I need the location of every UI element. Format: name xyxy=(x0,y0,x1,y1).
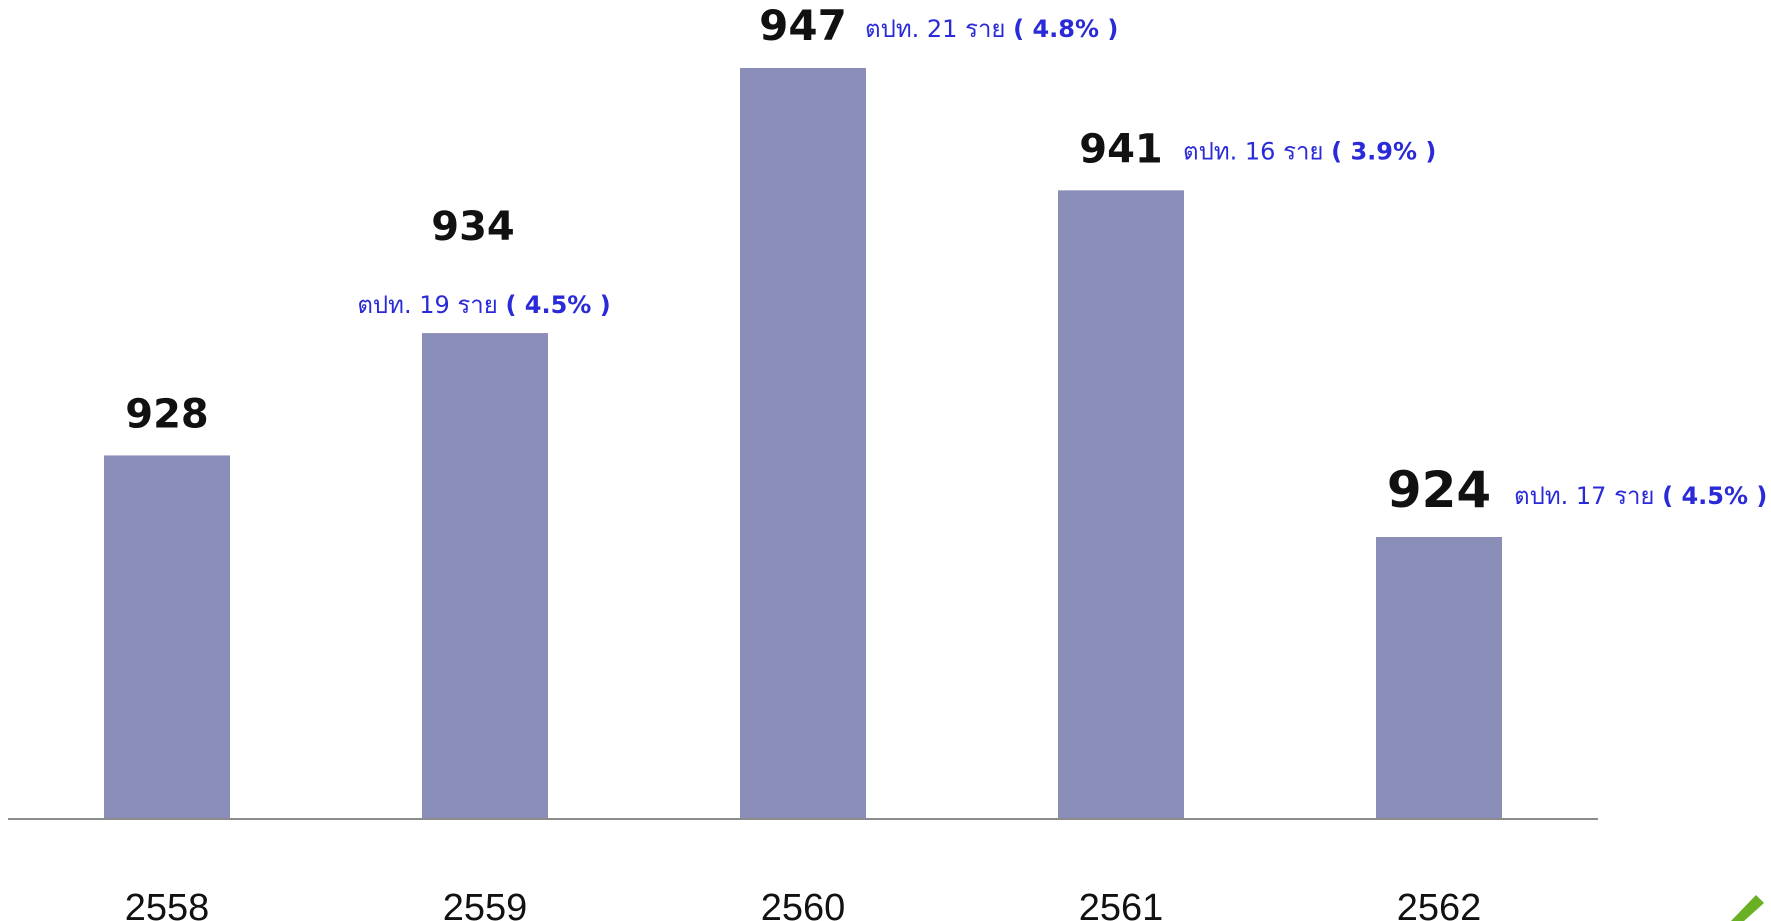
bar-2558 xyxy=(104,455,230,819)
value-label-2560: 947 xyxy=(759,1,847,50)
annotation-layer: ตปท. 19 ราย ( 4.5% ) ตปท. 21 ราย ( 4.8% )… xyxy=(357,15,1767,510)
bar-2559 xyxy=(422,333,548,819)
x-tick-label-2562: 2562 xyxy=(1397,887,1482,921)
x-tick-label-2561: 2561 xyxy=(1079,887,1164,921)
value-labels-layer: 928 934 947 941 924 xyxy=(125,1,1491,519)
bar-2561 xyxy=(1058,190,1184,819)
bar-2560 xyxy=(740,68,866,819)
annotation-2561: ตปท. 16 ราย ( 3.9% ) xyxy=(1183,137,1436,165)
value-label-2561: 941 xyxy=(1079,126,1163,172)
value-label-2562: 924 xyxy=(1387,461,1491,519)
annotation-2562: ตปท. 17 ราย ( 4.5% ) xyxy=(1514,482,1767,510)
annotation-2559: ตปท. 19 ราย ( 4.5% ) xyxy=(357,291,610,319)
x-tick-label-2559: 2559 xyxy=(443,887,528,921)
x-tick-label-2560: 2560 xyxy=(761,887,846,921)
x-tick-label-2558: 2558 xyxy=(125,887,210,921)
value-label-2558: 928 xyxy=(125,391,209,437)
annotation-percent-2562: ( 4.5% ) xyxy=(1662,482,1767,510)
annotation-count-2559: ตปท. 19 ราย xyxy=(357,291,505,319)
annotation-2560: ตปท. 21 ราย ( 4.8% ) xyxy=(865,15,1118,43)
annotation-percent-2561: ( 3.9% ) xyxy=(1331,137,1436,165)
annotation-count-2562: ตปท. 17 ราย xyxy=(1514,482,1662,510)
corner-accent-mark xyxy=(1731,895,1764,921)
annotation-percent-2559: ( 4.5% ) xyxy=(505,291,610,319)
bar-2562 xyxy=(1376,537,1502,819)
bars-layer xyxy=(104,68,1502,819)
x-tick-labels-layer: 2558 2559 2560 2561 2562 xyxy=(125,887,1482,921)
annotation-count-2560: ตปท. 21 ราย xyxy=(865,15,1013,43)
value-label-2559: 934 xyxy=(431,204,515,250)
annotation-count-2561: ตปท. 16 ราย xyxy=(1183,137,1331,165)
annotation-percent-2560: ( 4.8% ) xyxy=(1013,15,1118,43)
